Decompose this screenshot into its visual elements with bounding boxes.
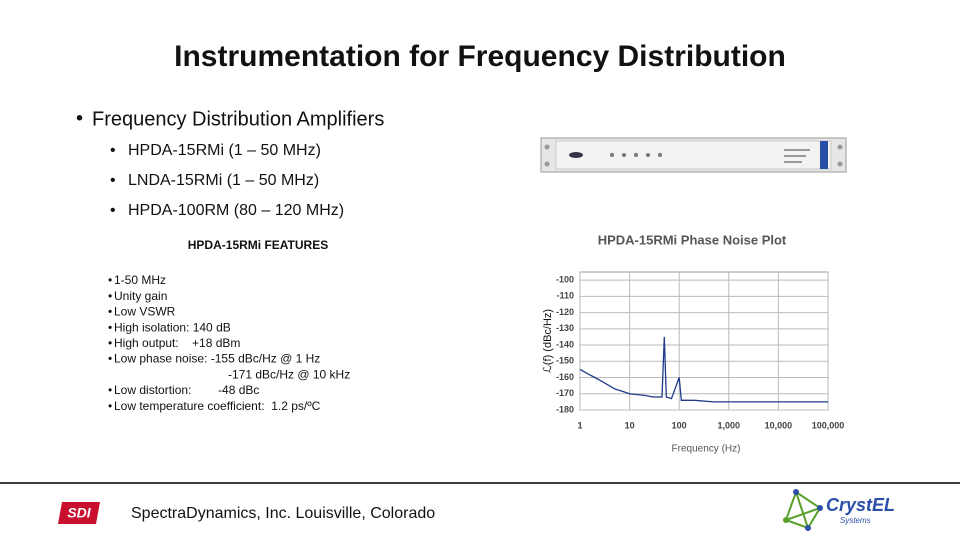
feature-dot: • [108,399,112,413]
bullet-dot: • [76,107,83,129]
feature-dot: • [108,289,112,303]
rack-unit [540,137,847,173]
logo-subtext: Systems [840,516,871,525]
bullet-main: Frequency Distribution Amplifiers [92,108,384,130]
feature-item: Low VSWR [114,305,176,319]
phase-noise-plot: HPDA-15RMi Phase Noise Plot Frequency (Hz… [542,232,844,454]
logo-text: CrystEL [826,495,895,515]
crystel-logo: CrystEL Systems [783,489,895,531]
feature-dot: • [108,305,112,319]
feature-dot: • [108,273,112,287]
y-tick-label: -150 [556,356,574,366]
x-tick-label: 1 [577,420,582,430]
y-tick-label: -100 [556,274,574,284]
y-axis-label: ℒ(f) (dBc/Hz) [542,309,554,373]
feature-item: Low phase noise: -155 dBc/Hz @ 1 Hz [114,352,320,366]
x-axis-label: Frequency (Hz) [672,444,741,455]
features-title: HPDA-15RMi FEATURES [188,238,328,252]
feature-dot: • [108,336,112,350]
y-tick-label: -110 [556,291,574,301]
x-tick-label: 100 [672,420,687,430]
feature-dot: • [108,383,112,397]
x-tick-label: 10,000 [765,420,793,430]
y-tick-label: -120 [556,307,574,317]
features-list: • 1-50 MHz• Unity gain• Low VSWR• High isola… [108,273,350,413]
feature-continuation: -171 dBc/Hz @ 10 kHz [228,367,350,381]
footer-text: SpectraDynamics, Inc. Louisville, Colora… [131,505,435,522]
noise-line [579,336,828,403]
x-tick-label: 100,000 [812,420,845,430]
x-tick-label: 10 [625,420,635,430]
bullet-dot: • [110,202,116,219]
feature-dot: • [108,352,112,366]
y-tick-label: -140 [556,339,574,349]
plot-title: HPDA-15RMi Phase Noise Plot [598,232,787,247]
y-tick-label: -170 [556,388,574,398]
feature-item: Low temperature coefficient: 1.2 ps/ºC [114,399,321,413]
bullet-dot: • [110,142,116,159]
bullet-item: LNDA-15RMi (1 – 50 MHz) [128,172,319,189]
feature-item: High isolation: 140 dB [114,320,231,334]
feature-dot: • [108,320,112,334]
x-tick-label: 1,000 [718,420,741,430]
y-tick-label: -180 [556,404,574,414]
logo-text: SDI [67,505,91,521]
feature-item: High output: +18 dBm [114,336,240,350]
feature-item: 1-50 MHz [114,273,166,287]
feature-item: Unity gain [114,289,167,303]
bullet-item: HPDA-15RMi (1 – 50 MHz) [128,142,321,159]
slide-title: Instrumentation for Frequency Distributi… [174,40,786,73]
bullet-dot: • [110,172,116,189]
y-tick-label: -160 [556,372,574,382]
sdi-logo: SDI [58,502,100,524]
feature-item: Low distortion: -48 dBc [114,383,259,397]
bullet-item: HPDA-100RM (80 – 120 MHz) [128,202,344,219]
y-tick-label: -130 [556,323,574,333]
